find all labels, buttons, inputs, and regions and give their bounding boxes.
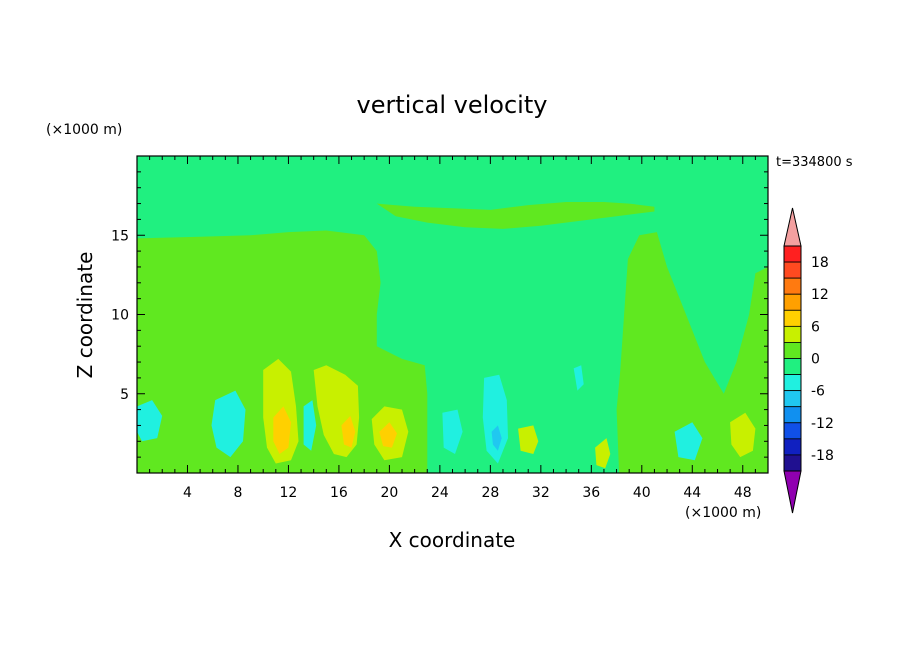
- x-tick-label: 12: [280, 485, 298, 501]
- colorbar-tick-label: -18: [811, 448, 834, 464]
- x-tick-label: 48: [734, 485, 752, 501]
- colorbar-swatch: [783, 422, 802, 440]
- colorbar: 18 12 6 0 -6 -12 -18: [783, 207, 834, 514]
- y-axis-ticks: 5 10 15: [111, 171, 768, 458]
- colorbar-swatch: [783, 309, 802, 327]
- colorbar-under-arrow: [783, 470, 802, 514]
- colorbar-tick-label: 12: [811, 287, 829, 303]
- contour-region-downdraft-14: [303, 400, 317, 451]
- colorbar-swatch: [783, 358, 802, 375]
- contour-region-updraft-core-48: [730, 412, 756, 458]
- colorbar-swatch: [783, 325, 802, 343]
- colorbar-swatch: [783, 245, 802, 263]
- colorbar-swatch: [783, 342, 802, 359]
- x-tick-label: 32: [532, 485, 550, 501]
- x-tick-label: 44: [683, 485, 701, 501]
- x-tick-label: 28: [481, 485, 499, 501]
- contour-regions: [137, 202, 768, 473]
- contour-region-updraft-core-20-inner: [379, 422, 397, 448]
- contour-region-updraft-core-16-inner: [341, 415, 356, 448]
- contour-region-downdraft-25: [442, 409, 463, 454]
- contour-region-downdraft-43: [674, 422, 703, 461]
- contour-region-downdraft-2: [137, 400, 163, 442]
- contour-region-upper-positive-band-right: [616, 232, 768, 473]
- contour-region-updraft-core-12-inner: [273, 406, 291, 454]
- contour-region-updraft-core-31: [518, 425, 539, 454]
- colorbar-tick-label: 18: [811, 255, 829, 271]
- plot-area: [137, 156, 768, 473]
- contour-region-downdraft-8: [211, 390, 246, 458]
- colorbar-swatch: [783, 454, 802, 472]
- colorbar-swatch: [783, 277, 802, 295]
- contour-region-downdraft-29-inner: [491, 425, 502, 451]
- colorbar-tick-label: -12: [811, 416, 834, 432]
- x-tick-label: 16: [330, 485, 348, 501]
- x-tick-label: 4: [183, 485, 192, 501]
- y-axis-title: Z coordinate: [73, 252, 97, 379]
- contour-region-updraft-core-37: [595, 438, 611, 469]
- x-tick-label: 36: [582, 485, 600, 501]
- x-unit-label: (×1000 m): [685, 505, 761, 521]
- x-tick-label: 40: [633, 485, 651, 501]
- colorbar-tick-label: -6: [811, 384, 825, 400]
- x-tick-label: 8: [233, 485, 242, 501]
- colorbar-swatch: [783, 261, 802, 279]
- y-unit-label: (×1000 m): [46, 122, 122, 138]
- colorbar-swatch: [783, 438, 802, 456]
- contour-region-downdraft-29: [482, 374, 508, 464]
- y-tick-label: 5: [120, 387, 129, 403]
- colorbar-swatch: [783, 293, 802, 311]
- x-tick-label: 24: [431, 485, 449, 501]
- colorbar-over-arrow: [783, 207, 802, 247]
- time-label: t=334800 s: [776, 155, 853, 170]
- colorbar-swatch: [783, 406, 802, 424]
- colorbar-frame: [783, 245, 802, 472]
- chart-title: vertical velocity: [357, 91, 548, 119]
- x-axis-title: X coordinate: [389, 528, 516, 552]
- colorbar-swatch: [783, 374, 802, 392]
- contour-region-upper-streaks: [376, 202, 655, 229]
- y-tick-label: 10: [111, 308, 129, 324]
- contour-region-downdraft-35: [573, 365, 584, 391]
- colorbar-tick-label: 0: [811, 352, 820, 368]
- x-axis-ticks: 4 8 12 16 20 24 28 32 36 40 44 48: [149, 156, 756, 501]
- colorbar-tick-label: 6: [811, 319, 820, 335]
- y-tick-label: 15: [111, 228, 129, 244]
- colorbar-swatch: [783, 390, 802, 408]
- x-tick-label: 20: [380, 485, 398, 501]
